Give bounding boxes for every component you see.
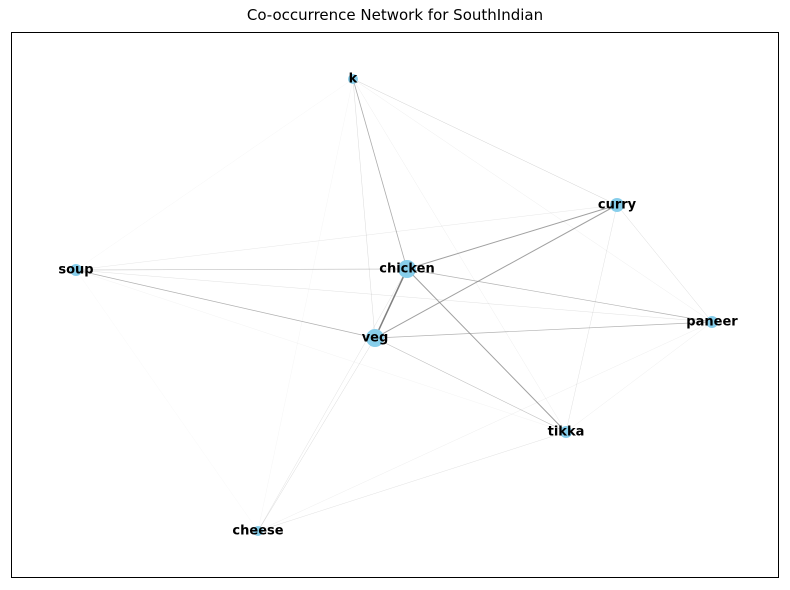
node-soup (70, 264, 82, 276)
node-label-veg: veg (362, 331, 389, 346)
edge-paneer-tikka (565, 321, 713, 433)
edge-chicken-veg (374, 268, 408, 339)
node-chicken (398, 260, 416, 278)
node-curry (610, 198, 624, 212)
node-veg (366, 329, 384, 347)
edge-k-cheese (257, 78, 354, 532)
edge-veg-tikka (374, 337, 567, 433)
node-label-cheese: cheese (232, 524, 283, 539)
edge-k-chicken (352, 78, 408, 270)
edge-soup-tikka (75, 269, 567, 433)
edge-layer (75, 78, 713, 532)
edge-chicken-tikka (406, 268, 567, 433)
edge-k-veg (352, 78, 376, 339)
edge-curry-tikka (565, 204, 618, 433)
edge-k-paneer (352, 78, 713, 323)
node-k (348, 74, 358, 84)
edge-curry-chicken (406, 204, 618, 270)
node-label-soup: soup (58, 263, 93, 278)
edge-soup-veg (75, 269, 376, 339)
edge-soup-chicken (75, 268, 408, 271)
node-tikka (560, 426, 572, 438)
label-layer: k curry soup chicken paneer veg tikka cheese (58, 72, 738, 539)
edge-k-curry (352, 78, 618, 206)
edge-k-soup (75, 78, 354, 271)
edge-curry-veg (374, 204, 618, 339)
edge-paneer-cheese (257, 321, 713, 532)
node-label-chicken: chicken (379, 262, 435, 277)
edge-chicken-cheese (257, 268, 408, 532)
edge-veg-cheese (257, 337, 376, 532)
edge-chicken-paneer (406, 268, 713, 323)
node-label-curry: curry (598, 198, 637, 213)
edge-veg-paneer (374, 321, 713, 339)
node-paneer (706, 316, 718, 328)
edge-k-tikka (352, 78, 567, 433)
edge-tikka-cheese (257, 431, 567, 532)
edge-soup-cheese (75, 269, 259, 532)
node-label-k: k (349, 72, 358, 87)
chart-title: Co-occurrence Network for SouthIndian (246, 6, 544, 24)
node-label-tikka: tikka (548, 425, 585, 440)
edge-curry-soup (75, 204, 618, 271)
node-cheese (253, 526, 263, 536)
edge-curry-paneer (616, 204, 713, 323)
node-label-paneer: paneer (686, 315, 738, 330)
node-layer (70, 74, 718, 536)
plot-frame (11, 32, 779, 578)
